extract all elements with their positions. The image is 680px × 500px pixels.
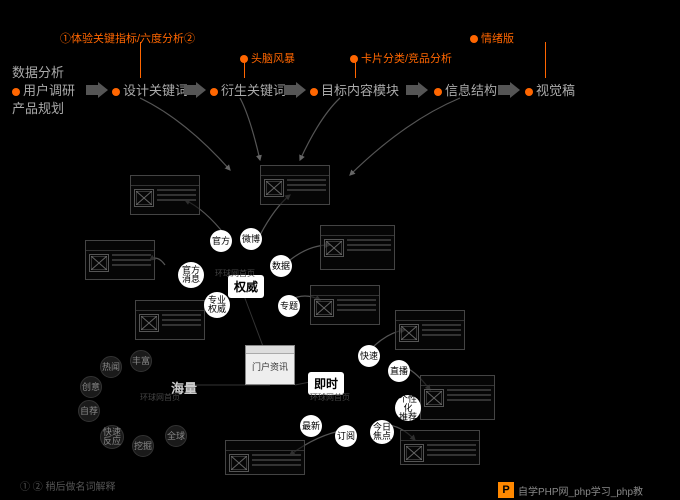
stage-s5: 视觉稿: [525, 80, 575, 99]
annotation-connector: [355, 62, 356, 78]
keyword-bubble: 自荐: [78, 400, 100, 422]
portal-popup: 门户资讯: [245, 345, 295, 385]
content-card: [310, 285, 380, 325]
keyword-bubble: 今日焦点: [370, 420, 394, 444]
keyword-bubble: 专题: [278, 295, 300, 317]
content-card: [130, 175, 200, 215]
annotation: 头脑风暴: [240, 50, 295, 66]
flow-arrow-3: [406, 82, 428, 98]
keyword-bubble: 数据: [270, 255, 292, 277]
annotation-connector: [545, 42, 546, 78]
keyword-bubble: 官方: [210, 230, 232, 252]
flow-arrow-1: [184, 82, 206, 98]
tiny-label: 环球网首页: [140, 392, 180, 403]
keyword-bubble: 专业权威: [204, 292, 230, 318]
stage-s2: 衍生关键词: [210, 80, 286, 99]
annotation: 卡片分类/竞品分析: [350, 50, 452, 66]
annotation-connector: [244, 62, 245, 78]
flow-arrow-2: [284, 82, 306, 98]
keyword-bubble: 挖掘: [132, 435, 154, 457]
watermark-badge: P自学PHP网_php学习_php教: [498, 482, 643, 498]
stage-s3: 目标内容模块: [310, 80, 399, 99]
keyword-bubble: 微博: [240, 228, 262, 250]
keyword-bubble: 全球: [165, 425, 187, 447]
keyword-bubble: 快速: [358, 345, 380, 367]
flow-arrow-4: [498, 82, 520, 98]
content-card: [420, 375, 495, 420]
content-card: [135, 300, 205, 340]
keyword-bubble: 丰富: [130, 350, 152, 372]
keyword-bubble: 最新: [300, 415, 322, 437]
keyword-bubble: 直播: [388, 360, 410, 382]
flow-arrow-0: [86, 82, 108, 98]
footnote: ① ② 稍后做名词解释: [20, 478, 116, 493]
keyword-bubble: 订阅: [335, 425, 357, 447]
stage-s4: 信息结构: [434, 80, 497, 99]
content-card: [260, 165, 330, 205]
keyword-bubble: 热闻: [100, 356, 122, 378]
annotation: 情绪版: [470, 30, 514, 46]
badge-icon: P: [498, 482, 514, 498]
content-card: [395, 310, 465, 350]
annotation-connector: [140, 42, 141, 78]
annotation: ①体验关键指标/六度分析②: [60, 30, 195, 46]
tiny-label: 环球网首页: [215, 268, 255, 279]
keyword-bubble: 创意: [80, 376, 102, 398]
content-card: [320, 225, 395, 270]
keyword-bubble: 官方消息: [178, 262, 204, 288]
content-card: [400, 430, 480, 465]
content-card: [225, 440, 305, 475]
stage-s1: 设计关键词: [112, 80, 188, 99]
stage-s0: 数据分析用户调研产品规划: [12, 64, 75, 119]
tiny-label: 环球网首页: [310, 392, 350, 403]
keyword-bubble: 快速反应: [100, 425, 124, 449]
keyword-bubble: 个性化推荐: [395, 395, 421, 421]
content-card: [85, 240, 155, 280]
